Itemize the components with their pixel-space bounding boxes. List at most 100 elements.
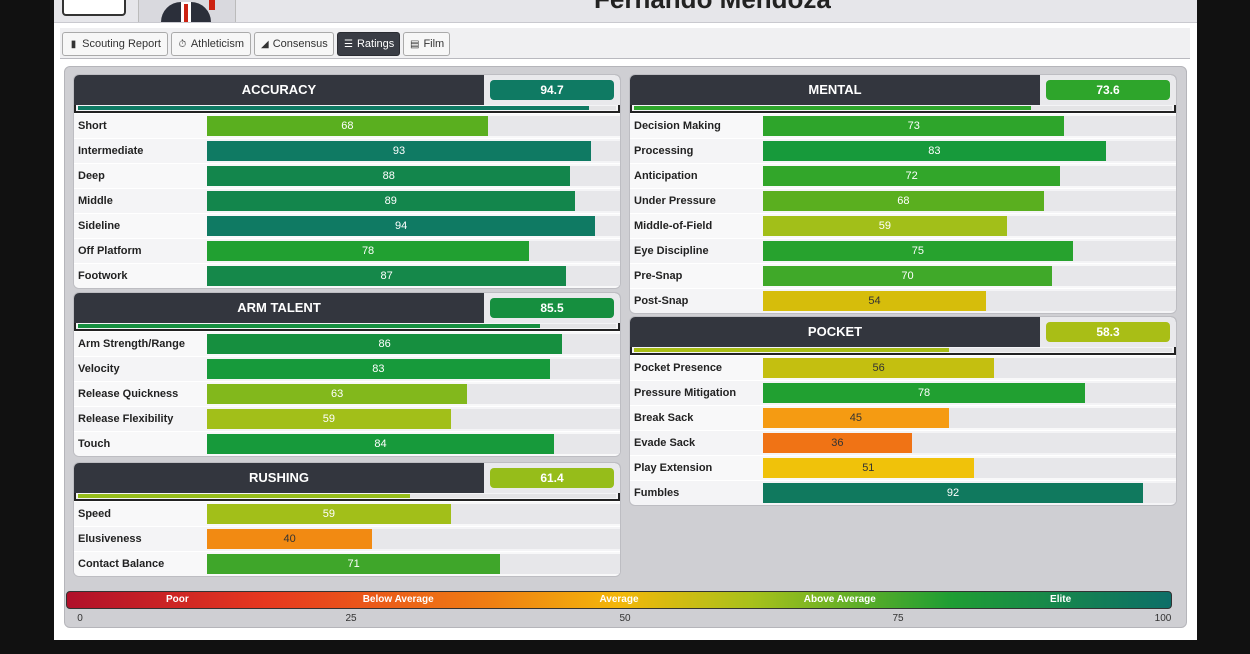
rating-label: Post-Snap [634,295,689,307]
rating-label: Velocity [78,363,120,375]
tab-label: Scouting Report [82,38,161,50]
rating-value: 78 [917,387,931,399]
rating-label: Sideline [78,220,121,232]
panel-score-fill [78,106,590,110]
rating-row: Pre-Snap 70 [630,263,1176,288]
tab-label: Film [423,38,445,50]
rating-value: 63 [330,388,344,400]
panel-score-box: 85.5 [484,293,620,323]
rating-bar [207,166,571,186]
rating-row: Evade Sack 36 [630,430,1176,455]
rating-value: 87 [380,270,393,282]
rating-row: Under Pressure 68 [630,188,1176,213]
rating-row: Middle-of-Field 59 [630,213,1176,238]
rating-bar [763,216,1007,236]
tab-label: Ratings [356,38,395,50]
panel-header: ARM TALENT 85.5 [74,293,620,323]
panel-score-box: 58.3 [1040,317,1176,347]
rating-value: 59 [322,413,335,425]
panel-score-badge: 73.6 [1046,80,1170,100]
rating-label: Footwork [78,270,128,282]
rating-value: 89 [384,195,397,207]
rating-label: Break Sack [634,412,694,424]
tab-athleticism[interactable]: ⏱ Athleticism [171,32,251,56]
rating-label: Pressure Mitigation [634,387,737,399]
rating-bar [207,116,488,136]
legend-label: Poor [166,594,189,605]
panel-header: MENTAL 73.6 [630,75,1176,105]
panel-title: ACCURACY [241,82,317,97]
rating-value: 83 [372,363,385,375]
tab-consensus[interactable]: ◢ Consensus [254,32,334,56]
rating-row: Deep 88 [74,163,620,188]
panel-score-bar [74,493,620,501]
player-name: Fernando Mendoza [594,0,831,15]
rating-label: Play Extension [634,462,713,474]
rating-bar [763,358,995,378]
rating-label: Anticipation [634,170,698,182]
panel-score-box: 73.6 [1040,75,1176,105]
panel-title: ARM TALENT [237,300,321,315]
rating-bar [763,458,974,478]
rating-value: 68 [341,120,354,132]
rating-bar [763,483,1143,503]
rating-bar [763,408,949,428]
rating-row: Elusiveness 40 [74,526,620,551]
rating-bar [763,191,1044,211]
rating-row: Middle 89 [74,188,620,213]
rating-bar [207,334,563,354]
rating-row: Velocity 83 [74,356,620,381]
rating-bar [207,359,550,379]
rating-bar [207,216,596,236]
panel-title: MENTAL [808,82,862,97]
panel-score-bar [630,105,1176,113]
rating-value: 71 [347,558,360,570]
rating-value: 84 [374,438,387,450]
rating-bar [207,529,373,549]
rating-bar [763,166,1061,186]
panel-header: ACCURACY 94.7 [74,75,620,105]
rating-label: Elusiveness [78,533,142,545]
tab-bar: ▮ Scouting Report ⏱ Athleticism ◢ Consensus… [60,28,1190,59]
panel-title: RUSHING [249,470,309,485]
rating-row: Intermediate 93 [74,138,620,163]
panel-score-box: 94.7 [484,75,620,105]
rating-bar [763,116,1065,136]
rating-bar [207,384,468,404]
rating-row: Footwork 87 [74,263,620,288]
accuracy-panel: ACCURACY 94.7 Short 68 Intermediate 93 Deep 88 M… [73,74,621,289]
rating-row: Arm Strength/Range 86 [74,331,620,356]
mental-panel: MENTAL 73.6 Decision Making 73 Processing 83 A… [629,74,1177,314]
rating-bar [207,504,451,524]
rating-label: Evade Sack [634,437,696,449]
panel-score-badge: 85.5 [490,298,614,318]
rating-value: 56 [872,362,885,374]
rating-bar [763,383,1086,403]
rating-row: Speed 59 [74,501,620,526]
rating-label: Decision Making [634,120,721,132]
panel-score-badge: 94.7 [490,80,614,100]
rating-label: Short [78,120,107,132]
rating-value: 75 [911,245,924,257]
player-header: Fernando Mendoza [54,0,1197,23]
stopwatch-icon: ⏱ [178,38,187,50]
rating-label: Eye Discipline [634,245,709,257]
document-icon: ▮ [70,38,77,50]
rating-value: 94 [394,220,408,232]
panel-score-bar [74,105,620,113]
rating-row: Touch 84 [74,431,620,456]
panel-header: POCKET 58.3 [630,317,1176,347]
legend-label: Above Average [803,594,876,605]
rating-bar [207,141,592,161]
rating-bar [207,241,530,261]
rating-label: Middle-of-Field [634,220,713,232]
rating-bar [207,434,554,454]
rating-bar [763,141,1106,161]
tab-film[interactable]: ▤ Film [403,32,450,56]
panel-score-fill [634,106,1032,110]
tab-scouting-report[interactable]: ▮ Scouting Report [62,32,168,56]
rating-row: Fumbles 92 [630,480,1176,505]
rating-value: 54 [868,295,881,307]
tab-ratings[interactable]: ☰ Ratings [337,32,400,56]
rating-label: Under Pressure [634,195,716,207]
